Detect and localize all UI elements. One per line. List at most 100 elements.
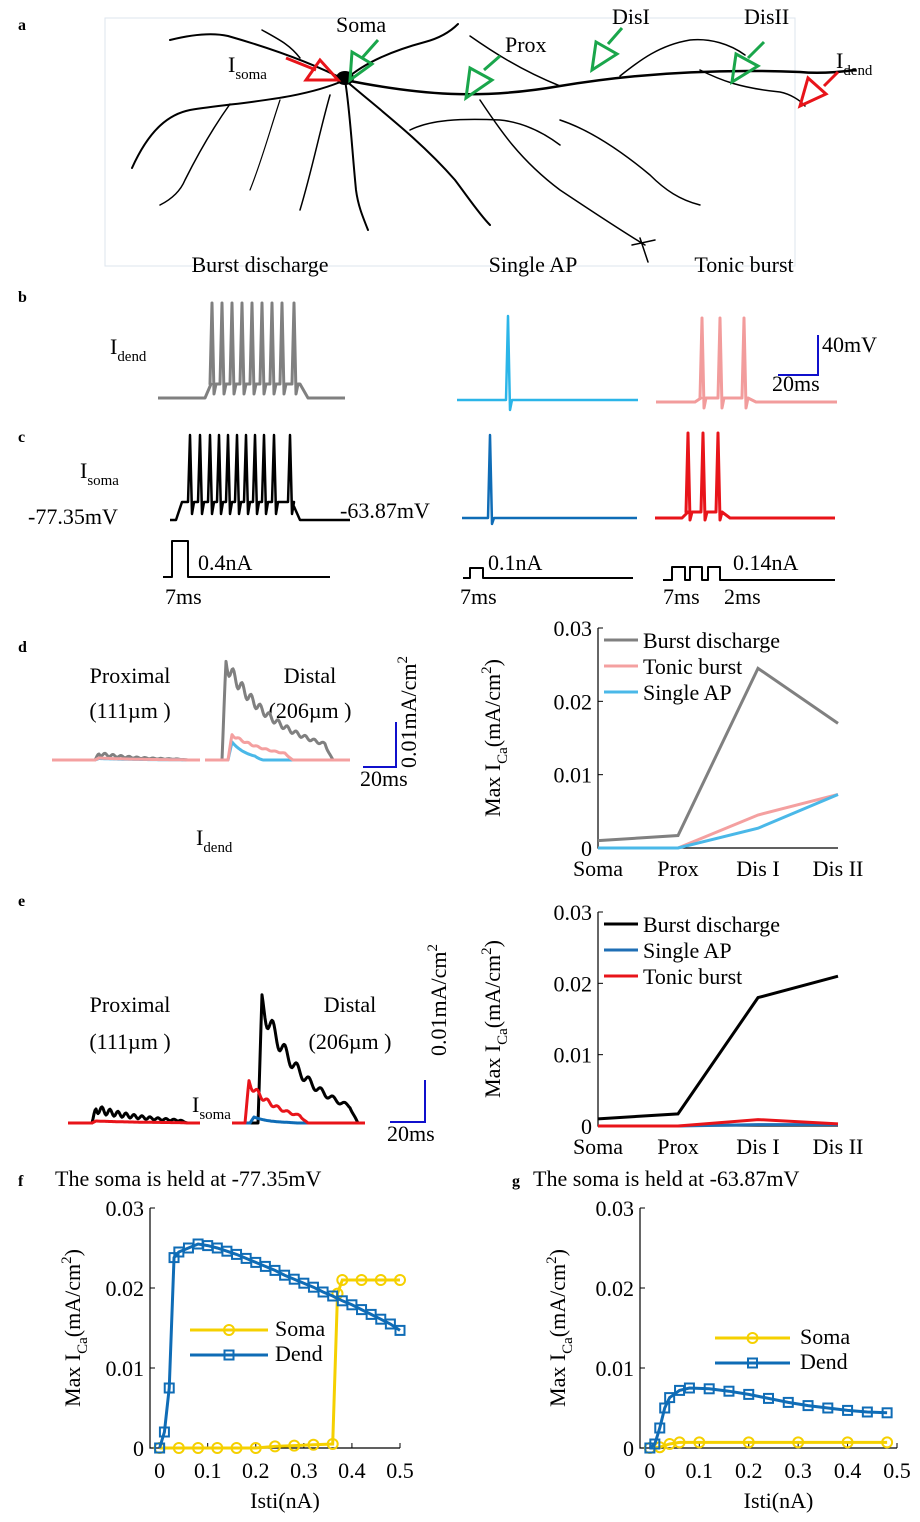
legend-marker [223, 1349, 235, 1361]
x-axis-label: Isti(nA) [744, 1488, 814, 1513]
x-axis-label-part: Isti(nA) [250, 1488, 320, 1513]
neuron-drawing [131, 23, 857, 263]
panel-letter: a [18, 17, 26, 34]
x-tick-label: 0.1 [686, 1458, 714, 1483]
trace [231, 993, 366, 1125]
scale-label-part: 0.01mA/cm [426, 951, 451, 1056]
stim-duration-part: 7ms [165, 584, 202, 609]
holding-label: -77.35mV [28, 504, 118, 529]
region-label-part: Distal [324, 992, 377, 1017]
scale-label-part: 0.01mA/cm [396, 663, 421, 768]
trace [163, 540, 330, 578]
y-axis-label: Max ICa(mA/cm2) [544, 1249, 576, 1407]
y-tick-label: 0.03 [106, 1196, 145, 1221]
marker [861, 1406, 873, 1418]
panel-letter: f [18, 1173, 24, 1190]
panel-letter-part: g [512, 1173, 520, 1190]
y-axis-label-part: Ca [75, 1337, 91, 1354]
trace [204, 659, 351, 762]
site-label: DisI [612, 4, 650, 29]
marker [693, 1436, 706, 1449]
current-label-part: soma [199, 1107, 231, 1123]
legend-marker [746, 1332, 759, 1344]
current-label-part: I [196, 825, 203, 850]
region-label: (206µm ) [269, 698, 352, 723]
x-tick-label: Dis II [813, 1134, 864, 1159]
marker [649, 1438, 661, 1450]
x-tick-label: 0.2 [242, 1458, 270, 1483]
y-tick-label: 0 [133, 1436, 144, 1461]
legend-label-part: Burst discharge [643, 912, 780, 937]
series-line [597, 974, 839, 1121]
marker [822, 1402, 834, 1414]
y-tick-label-part: 0.03 [106, 1196, 145, 1221]
stim-amplitude: 0.1nA [488, 550, 543, 575]
y-axis-label: Max ICa(mA/cm2) [59, 1249, 91, 1407]
panel-letter-part: f [18, 1173, 24, 1190]
x-tick-label: Dis I [736, 1134, 779, 1159]
marker [792, 1436, 805, 1449]
x-tick-label-part: 0.5 [883, 1458, 911, 1483]
region-label-part: Proximal [90, 992, 171, 1017]
legend-label-part: Burst discharge [643, 628, 780, 653]
x-tick-label-part: Soma [573, 856, 623, 881]
legend-label: Soma [275, 1316, 325, 1341]
trace [457, 314, 638, 412]
y-tick-label-part: 0.03 [596, 1196, 635, 1221]
y-tick-label-part: 0 [623, 1436, 634, 1461]
legend-label: Tonic burst [643, 654, 742, 679]
legend-label: Dend [800, 1349, 848, 1374]
marker [782, 1396, 794, 1408]
marker [172, 1442, 185, 1454]
legend-marker [747, 1357, 758, 1369]
legend-label-part: Tonic burst [643, 654, 742, 679]
y-tick-label: 0.02 [596, 1276, 635, 1301]
scale-label: 20ms [360, 766, 408, 791]
marker [230, 1442, 243, 1454]
current-label: Idend [196, 825, 233, 856]
marker [249, 1442, 262, 1454]
series-line [598, 793, 839, 850]
series-line [598, 793, 839, 850]
scale-label: 0.01mA/cm2 [425, 944, 451, 1056]
marker [211, 1442, 224, 1454]
marker [742, 1436, 755, 1449]
marker [288, 1439, 301, 1452]
series-line [598, 1118, 839, 1128]
legend-label: Tonic burst [643, 964, 742, 989]
marker [659, 1402, 671, 1414]
y-axis-label-part: (mA/cm [60, 1264, 85, 1337]
y-tick-label-part: 0.01 [596, 1356, 635, 1381]
stim-site-part: I [836, 48, 843, 73]
y-axis-label-part: ) [545, 1249, 570, 1256]
y-tick-label: 0.02 [554, 689, 593, 714]
trace [67, 1105, 201, 1125]
current-label: Isoma [192, 1092, 231, 1123]
legend-label-part: Soma [800, 1324, 850, 1349]
x-tick-label: Prox [657, 856, 699, 881]
marker [192, 1442, 205, 1454]
y-axis-label-part: 2 [544, 1256, 560, 1263]
stim-site-part: dend [843, 63, 873, 79]
stim-duration-part: 7ms [460, 584, 497, 609]
x-tick-label-part: Soma [573, 1134, 623, 1159]
trace [204, 733, 351, 762]
scale-label-part: 40mV [822, 332, 877, 357]
panel-letter-part: c [18, 429, 25, 446]
stim-amplitude-part: 0.14nA [733, 550, 799, 575]
region-label: Proximal [90, 663, 171, 688]
trace [170, 433, 350, 522]
y-tick-label: 0.01 [554, 1043, 593, 1068]
y-tick-label-part: 0.02 [596, 1276, 635, 1301]
x-tick-label: Soma [573, 856, 623, 881]
scale-label-part: 2 [395, 656, 411, 663]
x-tick-label-part: Dis I [736, 1134, 779, 1159]
stim-duration: 7ms [460, 584, 497, 609]
trace [656, 316, 837, 410]
legend-label: Single AP [643, 680, 732, 705]
marker [881, 1436, 894, 1449]
mode-label: Single AP [489, 252, 578, 277]
y-tick-label: 0.01 [596, 1356, 635, 1381]
y-axis-label-part: Max I [545, 1354, 570, 1407]
panel-letter: d [18, 639, 27, 656]
